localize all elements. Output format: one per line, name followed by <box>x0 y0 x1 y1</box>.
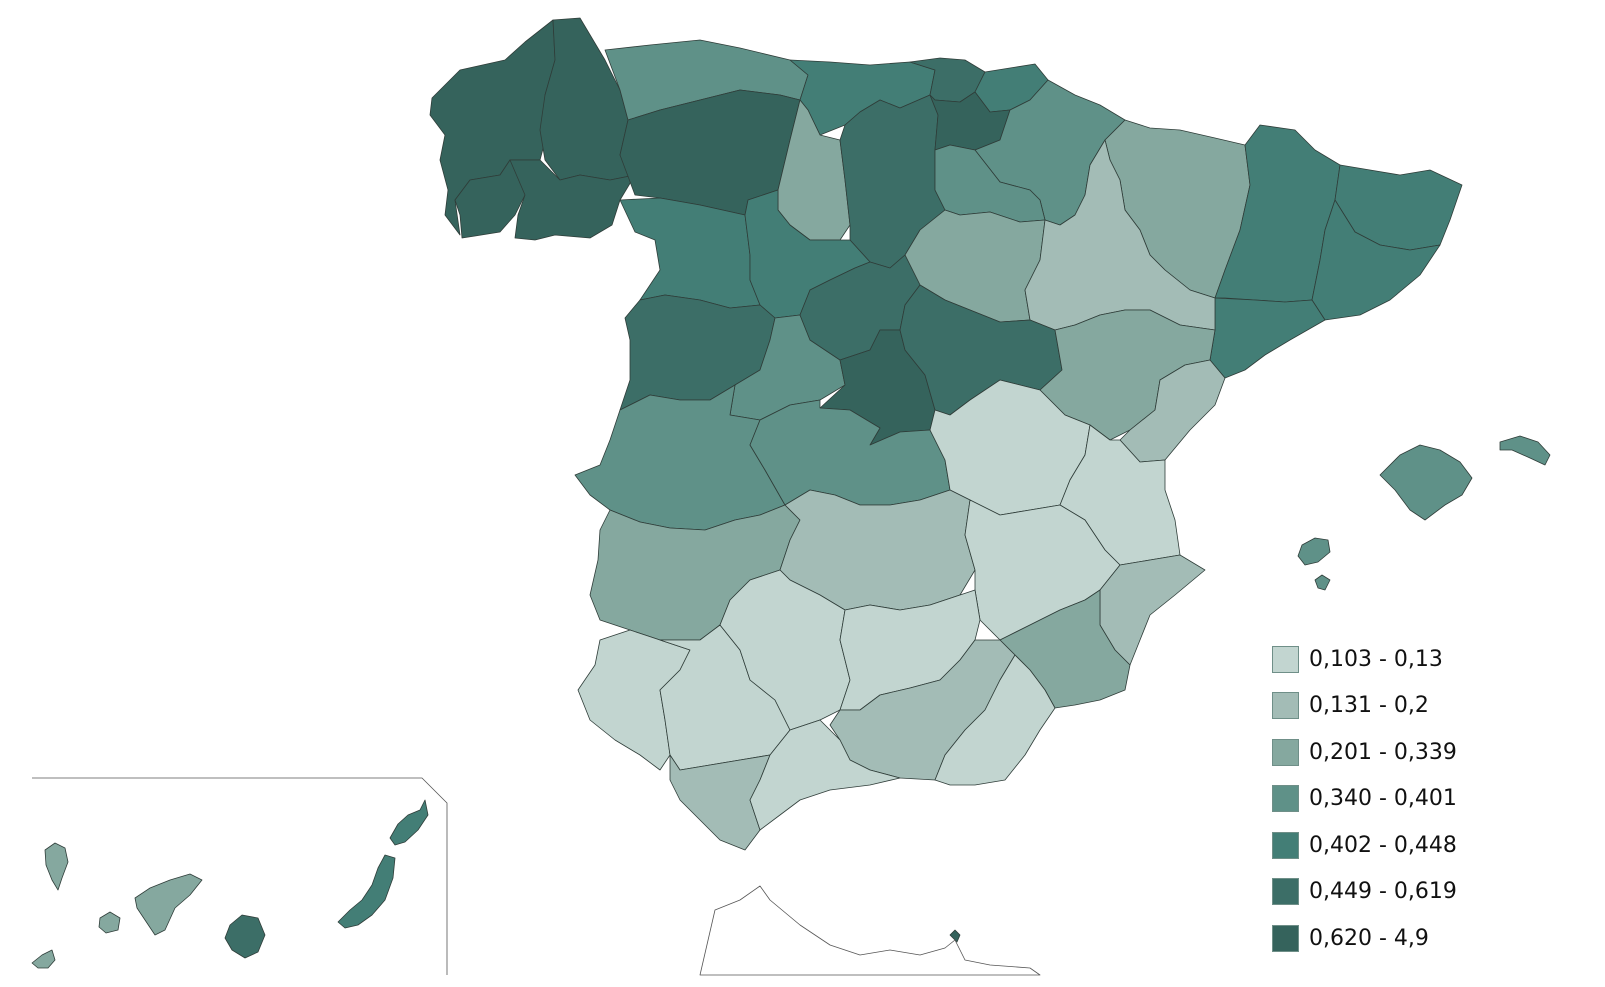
legend-label: 0,131 - 0,2 <box>1309 693 1429 719</box>
region-menorca <box>1499 435 1551 466</box>
region-malaga <box>749 719 901 831</box>
legend-label: 0,620 - 4,9 <box>1309 925 1429 951</box>
africa-coast-outline <box>699 885 1041 976</box>
legend-item: 0,103 - 0,13 <box>1272 636 1457 683</box>
region-almeria <box>934 654 1056 786</box>
region-ibiza <box>1297 537 1331 566</box>
legend-item: 0,131 - 0,2 <box>1272 683 1457 730</box>
legend-item: 0,620 - 4,9 <box>1272 915 1457 962</box>
legend-label: 0,449 - 0,619 <box>1309 879 1457 905</box>
region-ceuta <box>949 929 961 943</box>
region-tenerife <box>134 873 203 936</box>
region-fuerteventura <box>337 854 396 929</box>
legend-item: 0,201 - 0,339 <box>1272 729 1457 776</box>
legend-label: 0,201 - 0,339 <box>1309 739 1457 765</box>
legend-label: 0,340 - 0,401 <box>1309 786 1457 812</box>
region-lanzarote <box>389 799 429 846</box>
region-alicante <box>1099 554 1206 666</box>
legend-item: 0,340 - 0,401 <box>1272 776 1457 823</box>
legend: 0,103 - 0,13 0,131 - 0,2 0,201 - 0,339 0,34… <box>1272 636 1457 962</box>
region-la-gomera <box>98 911 121 934</box>
region-el-hierro <box>31 949 56 969</box>
region-castellon <box>1119 359 1226 463</box>
canary-inset-frame <box>32 777 448 975</box>
region-zamora <box>619 197 761 309</box>
legend-item: 0,402 - 0,448 <box>1272 822 1457 869</box>
region-barcelona <box>1311 199 1441 321</box>
legend-swatch <box>1272 645 1299 673</box>
legend-label: 0,103 - 0,13 <box>1309 646 1443 672</box>
legend-swatch <box>1272 878 1299 906</box>
legend-swatch <box>1272 924 1299 952</box>
region-formentera <box>1314 574 1331 591</box>
legend-swatch <box>1272 785 1299 813</box>
region-ourense <box>509 159 636 241</box>
region-tarragona <box>1209 297 1326 379</box>
legend-item: 0,449 - 0,619 <box>1272 869 1457 916</box>
region-mallorca <box>1379 444 1473 521</box>
region-gran-canaria <box>224 914 266 959</box>
legend-label: 0,402 - 0,448 <box>1309 832 1457 858</box>
legend-swatch <box>1272 738 1299 766</box>
legend-swatch <box>1272 831 1299 859</box>
legend-swatch <box>1272 692 1299 720</box>
region-la-palma <box>44 842 69 891</box>
